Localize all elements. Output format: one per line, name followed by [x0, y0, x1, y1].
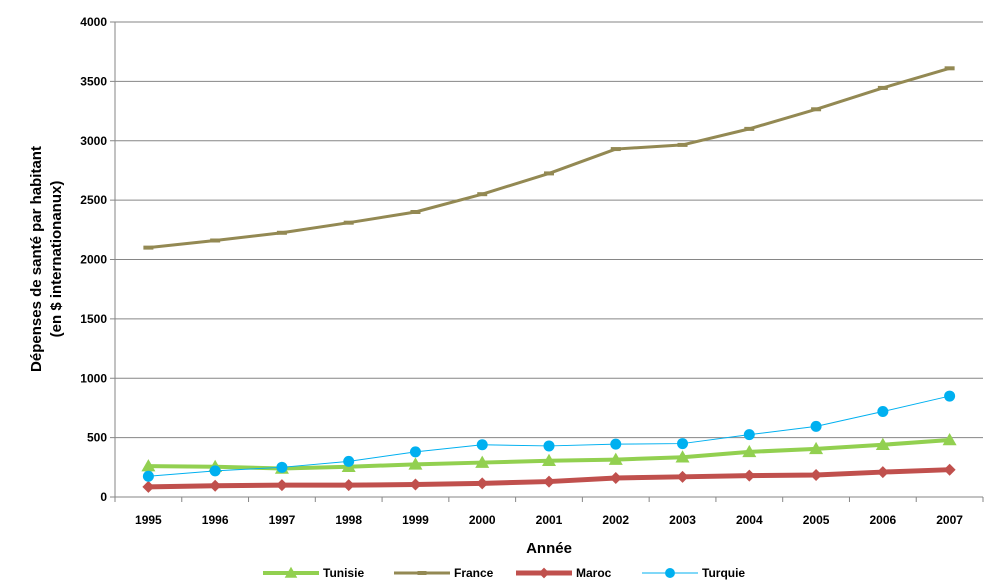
data-point	[142, 480, 155, 493]
y-tick-label: 4000	[80, 15, 107, 29]
x-tick-label: 1999	[402, 513, 429, 527]
data-point	[877, 406, 889, 417]
data-point	[209, 465, 221, 477]
data-point	[876, 466, 889, 479]
y-tick-label: 3000	[80, 134, 107, 148]
data-point	[275, 479, 288, 492]
x-tick-label: 2007	[936, 513, 963, 527]
series-france	[143, 66, 955, 250]
series-maroc	[142, 463, 956, 493]
legend-item-turquie: Turquie	[642, 566, 745, 580]
x-axis-title: Année	[526, 540, 572, 557]
legend-swatch-marker	[538, 567, 550, 579]
data-point	[677, 438, 689, 450]
x-tick-label: 1995	[135, 513, 162, 527]
y-tick-label: 1000	[80, 371, 107, 385]
data-point	[142, 470, 154, 482]
data-point	[676, 470, 689, 483]
data-point	[409, 446, 421, 458]
data-point	[408, 457, 423, 470]
x-tick-label: 1998	[335, 513, 362, 527]
data-point	[875, 437, 890, 450]
x-tick-labels: 1995 1996 1997 1998 1999 2000 2001 2002 2003 2004…	[135, 513, 963, 527]
x-tick-label: 2002	[602, 513, 629, 527]
data-point	[476, 477, 489, 490]
legend-label: Tunisie	[323, 566, 364, 580]
y-tick-labels: 0 500 1000 1500 2000 2500 3000 3500 4000	[80, 15, 107, 504]
y-tick-label: 3500	[80, 74, 107, 88]
data-point	[742, 444, 757, 458]
x-tick-label: 1996	[202, 513, 229, 527]
data-point	[944, 390, 956, 402]
gridlines	[115, 21, 983, 439]
data-point	[610, 438, 622, 450]
y-tick-label: 2000	[80, 253, 107, 267]
data-point	[543, 475, 555, 488]
data-point	[542, 453, 556, 467]
data-point	[209, 479, 222, 492]
x-tick-label: 2005	[803, 513, 830, 527]
data-point	[475, 455, 490, 468]
x-tick-label: 2000	[469, 513, 496, 527]
data-point	[743, 429, 755, 441]
y-tick-label: 2500	[80, 193, 107, 207]
x-tick-label: 2006	[869, 513, 896, 527]
legend-item-tunisie: Tunisie	[263, 566, 364, 580]
x-tick-label: 1997	[269, 513, 296, 527]
data-point	[276, 461, 288, 473]
series-tunisie	[141, 433, 957, 474]
data-point	[343, 455, 355, 467]
data-point	[675, 450, 690, 463]
legend-label: Maroc	[576, 566, 612, 580]
data-point	[476, 439, 488, 451]
series-line	[148, 66, 951, 250]
data-point	[543, 440, 555, 452]
legend-swatch-marker	[665, 568, 675, 578]
data-point	[810, 469, 823, 482]
legend: Tunisie France Maroc Turquie	[263, 566, 745, 580]
legend-label: Turquie	[702, 566, 745, 580]
series-group	[141, 66, 957, 493]
data-point	[743, 469, 756, 482]
y-tick-label: 0	[100, 490, 107, 504]
data-point	[942, 433, 957, 446]
y-tick-label: 500	[87, 431, 107, 445]
data-point	[409, 478, 422, 491]
data-point	[141, 459, 156, 472]
data-point	[342, 479, 355, 492]
y-axis-title-line1: Dépenses de santé par habitant	[28, 146, 45, 372]
legend-label: France	[454, 566, 494, 580]
y-tick-label: 1500	[80, 312, 107, 326]
legend-swatch-marker	[284, 566, 298, 578]
series-turquie	[142, 390, 956, 482]
data-point	[609, 472, 622, 484]
data-point	[810, 420, 822, 432]
axes	[110, 21, 984, 502]
x-tick-label: 2004	[736, 513, 763, 527]
legend-item-maroc: Maroc	[516, 566, 612, 580]
x-tick-label: 2003	[669, 513, 696, 527]
x-tick-label: 2001	[536, 513, 563, 527]
data-point	[809, 441, 824, 455]
data-point	[943, 463, 956, 476]
data-point	[608, 452, 623, 465]
y-axis-title-line2: (en $ internationanux)	[48, 181, 65, 338]
legend-item-france: France	[394, 566, 494, 580]
